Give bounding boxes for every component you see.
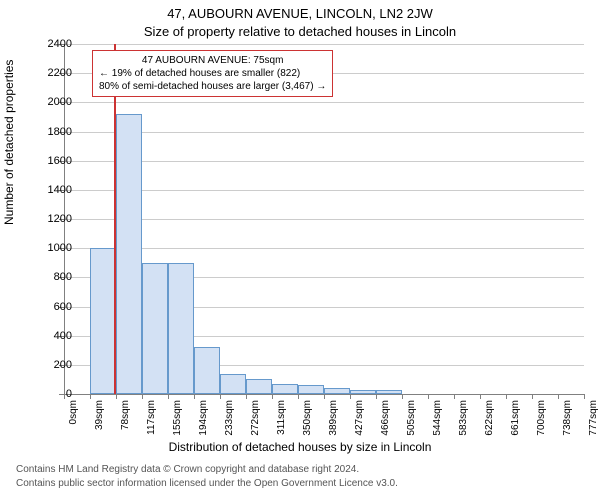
x-tick-label: 350sqm [302,400,313,436]
x-tick-mark [532,394,533,399]
x-tick-mark [506,394,507,399]
x-tick-mark [350,394,351,399]
x-tick-mark [298,394,299,399]
callout-line3: 80% of semi-detached houses are larger (… [99,80,326,93]
plot-area: 0sqm39sqm78sqm117sqm155sqm194sqm233sqm27… [64,44,584,394]
x-tick-label: 311sqm [276,400,287,435]
x-tick-mark [584,394,585,399]
x-tick-label: 738sqm [562,400,573,436]
x-tick-mark [480,394,481,399]
x-tick-label: 155sqm [172,400,183,436]
x-tick-label: 117sqm [146,400,157,435]
y-tick-label: 1200 [24,213,72,225]
bar [90,248,116,394]
bar [272,384,298,394]
y-tick-label: 600 [24,301,72,313]
grid-line [64,44,584,45]
callout-line2: ← 19% of detached houses are smaller (82… [99,67,326,80]
y-tick-label: 2200 [24,67,72,79]
callout-line1: 47 AUBOURN AVENUE: 75sqm [99,54,326,67]
x-tick-mark [194,394,195,399]
bar [116,114,142,394]
y-tick-label: 1400 [24,184,72,196]
x-tick-mark [324,394,325,399]
callout-box: 47 AUBOURN AVENUE: 75sqm ← 19% of detach… [92,50,333,97]
y-tick-label: 200 [24,359,72,371]
x-tick-mark [116,394,117,399]
y-axis-label: Number of detached properties [2,60,16,225]
y-tick-label: 1600 [24,155,72,167]
x-tick-mark [272,394,273,399]
x-tick-label: 505sqm [406,400,417,436]
bar [298,385,324,394]
y-tick-label: 1000 [24,242,72,254]
x-tick-label: 389sqm [328,400,339,436]
x-tick-mark [90,394,91,399]
x-tick-label: 39sqm [94,400,105,430]
title-main: 47, AUBOURN AVENUE, LINCOLN, LN2 2JW [0,6,600,21]
x-tick-mark [142,394,143,399]
x-tick-label: 427sqm [354,400,365,436]
y-tick-label: 800 [24,271,72,283]
y-tick-label: 400 [24,330,72,342]
y-tick-label: 0 [24,388,72,400]
x-tick-mark [558,394,559,399]
x-tick-label: 233sqm [224,400,235,436]
x-tick-label: 78sqm [120,400,131,430]
grid-line [64,102,584,103]
grid-line [64,248,584,249]
x-tick-label: 544sqm [432,400,443,436]
grid-line [64,132,584,133]
x-tick-mark [246,394,247,399]
x-tick-label: 466sqm [380,400,391,436]
x-tick-label: 272sqm [250,400,261,436]
x-tick-label: 583sqm [458,400,469,436]
footer-line-1: Contains HM Land Registry data © Crown c… [16,464,359,475]
x-tick-label: 777sqm [588,400,599,436]
x-tick-mark [428,394,429,399]
x-tick-mark [376,394,377,399]
title-sub: Size of property relative to detached ho… [0,24,600,39]
footer-line-2: Contains public sector information licen… [16,478,398,489]
bar [246,379,272,394]
grid-line [64,219,584,220]
y-tick-label: 2000 [24,96,72,108]
x-tick-mark [402,394,403,399]
x-tick-label: 622sqm [484,400,495,436]
x-tick-label: 661sqm [510,400,521,436]
bar [142,263,168,394]
y-tick-label: 2400 [24,38,72,50]
x-tick-mark [454,394,455,399]
bar [168,263,194,394]
bar [220,374,246,394]
y-tick-label: 1800 [24,126,72,138]
x-tick-mark [168,394,169,399]
grid-line [64,190,584,191]
bar [194,347,220,394]
x-axis-label: Distribution of detached houses by size … [0,440,600,454]
grid-line [64,161,584,162]
x-tick-label: 194sqm [198,400,209,436]
x-tick-label: 0sqm [68,400,79,424]
x-tick-label: 700sqm [536,400,547,436]
x-tick-mark [220,394,221,399]
